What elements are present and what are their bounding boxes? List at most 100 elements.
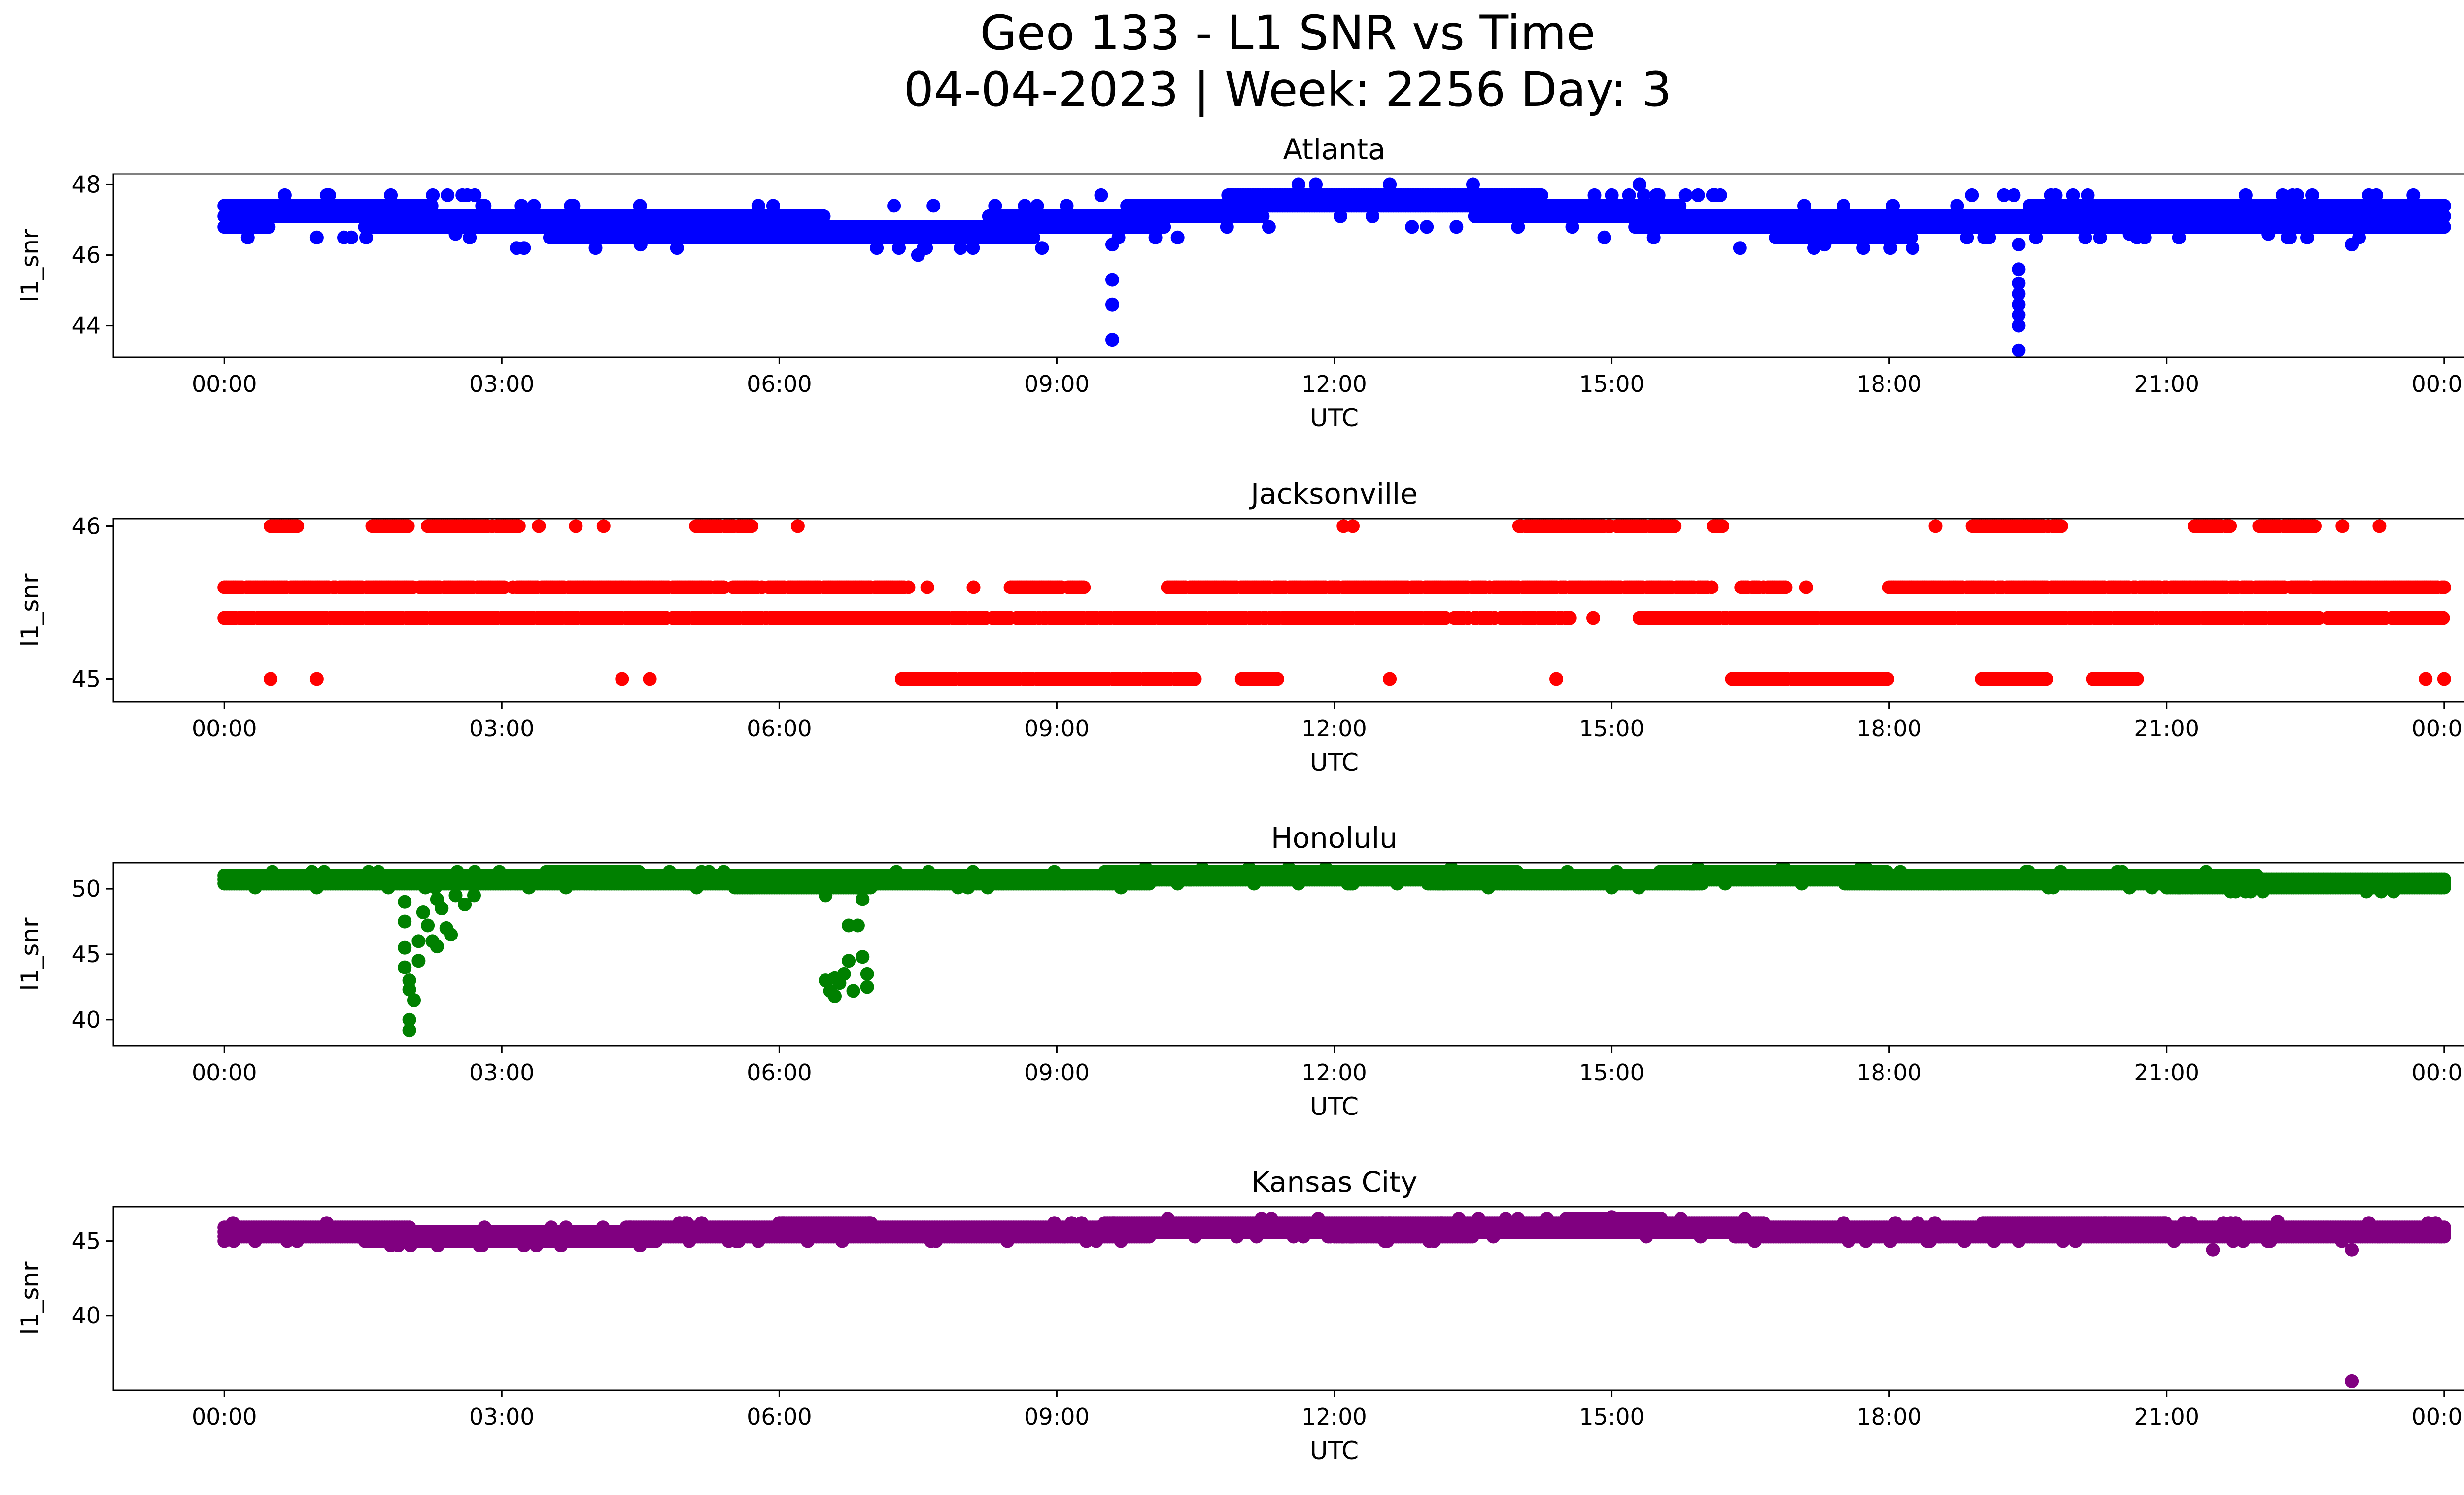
data-point (1405, 220, 1419, 234)
data-point (2283, 230, 2297, 244)
data-point (1779, 580, 1793, 594)
data-point (309, 230, 324, 244)
data-point (1309, 177, 1323, 192)
data-point (1188, 672, 1202, 686)
data-point (633, 238, 648, 252)
data-point (2078, 230, 2092, 244)
data-point (517, 241, 531, 255)
data-point (1105, 238, 1119, 252)
data-point (588, 241, 603, 255)
x-axis-label: UTC (1310, 748, 1359, 777)
data-point (1691, 188, 1705, 202)
data-point (569, 519, 583, 533)
y-axis-label: l1_snr (16, 573, 44, 647)
data-point (988, 199, 1002, 213)
data-point (954, 241, 968, 255)
data-point (441, 188, 455, 202)
data-point (2372, 519, 2387, 533)
data-point (596, 519, 611, 533)
data-point (2012, 287, 2026, 301)
data-point (817, 209, 831, 223)
data-point (790, 519, 805, 533)
data-point (1586, 611, 1600, 625)
subplot-title: Jacksonville (1249, 477, 1418, 511)
x-tick-label: 00:00 (2411, 371, 2464, 397)
data-point (2012, 276, 2026, 290)
data-point (1673, 199, 1687, 213)
data-point (1030, 199, 1044, 213)
x-tick-label: 18:00 (1856, 371, 1922, 397)
data-point (1960, 230, 1974, 244)
data-point (1334, 209, 1347, 223)
data-point (2012, 308, 2026, 322)
data-point (2437, 220, 2451, 234)
data-point (359, 230, 373, 244)
data-point (1105, 333, 1119, 347)
subplot-title: Honolulu (1271, 821, 1398, 855)
data-point (1077, 580, 1091, 594)
data-point (1928, 519, 1943, 533)
data-point (2012, 238, 2026, 252)
data-point (566, 199, 581, 213)
x-tick-label: 12:00 (1301, 715, 1367, 742)
data-point (1880, 672, 1894, 686)
data-point (670, 241, 684, 255)
data-point (1651, 188, 1666, 202)
data-point (1565, 220, 1579, 234)
data-point (745, 519, 759, 533)
x-tick-label: 03:00 (469, 715, 535, 742)
x-tick-label: 15:00 (1579, 371, 1644, 397)
data-point (532, 519, 546, 533)
y-tick-label: 46 (71, 513, 101, 540)
data-point (1060, 199, 1074, 213)
data-point (448, 227, 463, 241)
data-point (1856, 241, 1871, 255)
data-point (1997, 188, 2011, 202)
data-point (2081, 188, 2095, 202)
scatter-series (217, 863, 2451, 1038)
data-point (2066, 188, 2080, 202)
data-point (911, 248, 925, 262)
data-point (344, 230, 358, 244)
x-tick-label: 15:00 (1579, 715, 1644, 742)
y-axis-label: l1_snr (16, 229, 44, 302)
data-point (1733, 241, 1747, 255)
y-tick-label: 48 (71, 171, 101, 198)
data-point (2049, 188, 2063, 202)
data-point (1678, 188, 1693, 202)
data-point (514, 199, 529, 213)
data-point (1018, 199, 1032, 213)
x-tick-label: 21:00 (2134, 715, 2199, 742)
data-point (1026, 230, 1040, 244)
data-point (277, 188, 292, 202)
data-point (1383, 177, 1397, 192)
data-point (766, 199, 780, 213)
data-point (2093, 230, 2107, 244)
data-point (309, 672, 324, 686)
data-point (926, 199, 941, 213)
data-point (463, 230, 477, 244)
data-point (2172, 230, 2186, 244)
x-tick-label: 00:00 (192, 371, 257, 397)
data-point (1511, 220, 1525, 234)
data-point (2300, 230, 2314, 244)
subplot-title: Atlanta (1283, 133, 1385, 166)
data-point (2137, 230, 2152, 244)
x-tick-label: 03:00 (469, 371, 535, 397)
data-point (290, 519, 305, 533)
data-point (2437, 672, 2451, 686)
data-point (1256, 209, 1270, 223)
data-point (615, 672, 629, 686)
y-tick-label: 44 (71, 313, 101, 339)
data-point (2012, 318, 2026, 333)
data-point (1883, 241, 1898, 255)
data-point (966, 580, 981, 594)
x-tick-label: 06:00 (747, 715, 812, 742)
data-point (1817, 238, 1832, 252)
data-point (2261, 227, 2276, 241)
data-point (1886, 199, 1900, 213)
data-point (527, 199, 541, 213)
